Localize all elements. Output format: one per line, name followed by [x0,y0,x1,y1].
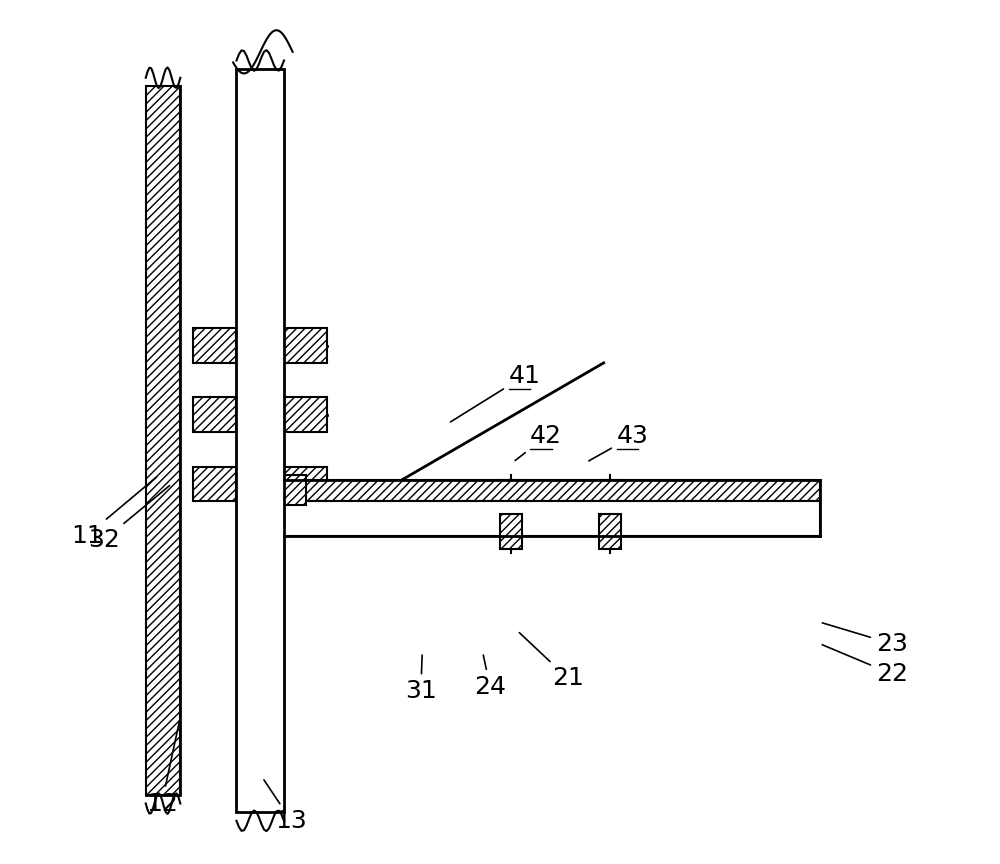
Text: 24: 24 [474,655,506,699]
Bar [236,69,284,812]
Bar [284,480,820,501]
Text: 42: 42 [515,424,562,461]
Bar [284,467,327,501]
Text: 12: 12 [146,720,180,816]
Text: 43: 43 [589,424,649,461]
Text: 32: 32 [88,486,170,552]
Text: 31: 31 [405,655,437,703]
Text: 11: 11 [71,477,157,548]
Text: 21: 21 [519,632,584,690]
Bar [193,328,236,363]
Bar [500,514,522,549]
Bar [193,467,236,501]
Bar [284,501,820,536]
Text: 41: 41 [451,364,541,422]
Bar [146,86,180,795]
Bar [284,328,327,363]
Text: 22: 22 [822,645,908,686]
Bar [193,397,236,432]
Bar [284,397,327,432]
Bar [599,514,621,549]
Bar [146,86,180,795]
Bar [284,475,306,505]
Text: 13: 13 [264,780,307,833]
Text: 23: 23 [822,623,908,656]
